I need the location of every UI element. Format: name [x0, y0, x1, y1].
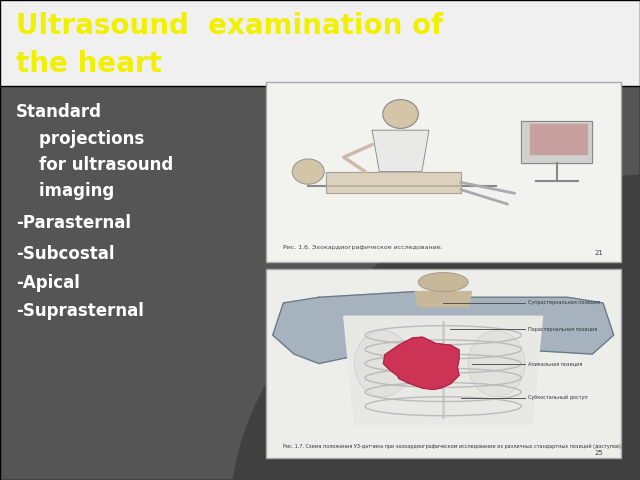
FancyBboxPatch shape — [266, 269, 621, 458]
Text: 25: 25 — [595, 450, 603, 456]
Polygon shape — [372, 130, 429, 171]
FancyBboxPatch shape — [0, 0, 640, 86]
Polygon shape — [273, 291, 614, 364]
Text: -Apical: -Apical — [16, 274, 80, 291]
Text: Субкостальный доступ: Субкостальный доступ — [529, 395, 588, 400]
Text: 21: 21 — [594, 250, 603, 255]
Polygon shape — [522, 121, 593, 163]
Polygon shape — [530, 124, 587, 154]
Ellipse shape — [383, 99, 419, 128]
Text: -Parasternal: -Parasternal — [16, 214, 131, 231]
Text: Супрастернальная позиция: Супрастернальная позиция — [529, 300, 600, 305]
Ellipse shape — [355, 330, 412, 397]
Polygon shape — [383, 337, 459, 389]
Text: -Subcostal: -Subcostal — [16, 245, 115, 263]
Text: the heart: the heart — [16, 50, 162, 78]
Text: Standard: Standard — [16, 103, 102, 121]
Ellipse shape — [292, 159, 324, 184]
Ellipse shape — [468, 330, 525, 397]
Polygon shape — [415, 291, 472, 307]
Text: Парастернальная позиция: Парастернальная позиция — [529, 327, 598, 332]
Polygon shape — [344, 316, 543, 424]
Text: for ultrasound: for ultrasound — [16, 156, 173, 174]
Text: Рис. 1.7. Схема положения УЗ-датчика при эхокардиографическом исследовании из ра: Рис. 1.7. Схема положения УЗ-датчика при… — [284, 444, 623, 449]
Polygon shape — [230, 173, 640, 480]
Text: projections: projections — [16, 130, 144, 148]
FancyBboxPatch shape — [266, 82, 621, 262]
Text: imaging: imaging — [16, 182, 115, 201]
Text: -Suprasternal: -Suprasternal — [16, 302, 144, 321]
Text: Ultrasound  examination of: Ultrasound examination of — [16, 12, 444, 40]
Polygon shape — [326, 171, 461, 193]
Text: Рис. 1.6. Эхокардиографическое исследование.: Рис. 1.6. Эхокардиографическое исследова… — [284, 245, 443, 250]
Ellipse shape — [419, 273, 468, 291]
Text: Апикальная позиция: Апикальная позиция — [529, 361, 583, 366]
